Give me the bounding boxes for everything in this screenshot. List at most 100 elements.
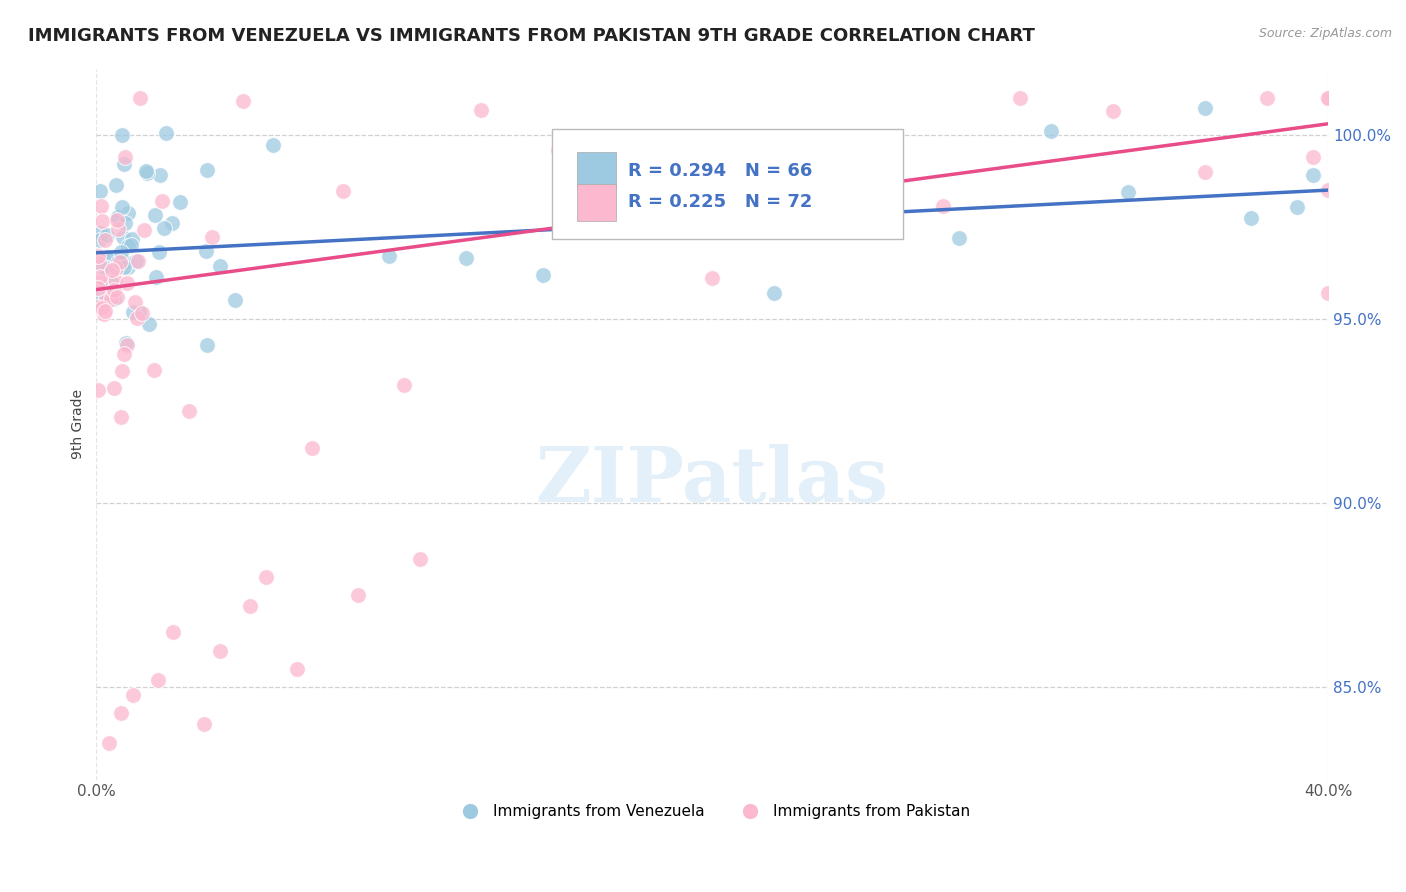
Point bbox=[149, 169, 172, 183]
Point bbox=[87, 256, 110, 270]
Point bbox=[127, 310, 149, 325]
Point bbox=[1194, 165, 1216, 179]
Point bbox=[112, 346, 135, 360]
Point bbox=[117, 260, 139, 274]
Point bbox=[115, 335, 138, 350]
Point bbox=[531, 268, 554, 282]
Legend: Immigrants from Venezuela, Immigrants from Pakistan: Immigrants from Venezuela, Immigrants fr… bbox=[449, 798, 976, 825]
Point bbox=[91, 214, 114, 228]
Point bbox=[1302, 150, 1324, 164]
Text: Source: ZipAtlas.com: Source: ZipAtlas.com bbox=[1258, 27, 1392, 40]
Point bbox=[127, 254, 149, 268]
Point bbox=[301, 441, 323, 455]
Point bbox=[208, 643, 231, 657]
Point bbox=[193, 717, 215, 731]
Point bbox=[107, 222, 129, 236]
Point bbox=[97, 736, 120, 750]
Point bbox=[332, 184, 354, 198]
Point bbox=[91, 301, 114, 315]
Point bbox=[1317, 183, 1340, 197]
Point bbox=[90, 199, 112, 213]
Point bbox=[136, 165, 159, 179]
Point bbox=[208, 259, 231, 273]
Point bbox=[239, 599, 262, 614]
Point bbox=[1101, 104, 1123, 119]
Point bbox=[89, 226, 111, 240]
Point bbox=[932, 199, 955, 213]
Point bbox=[100, 252, 122, 266]
Point bbox=[1194, 101, 1216, 115]
Point bbox=[409, 551, 432, 566]
Point bbox=[100, 276, 122, 290]
Point bbox=[112, 260, 135, 274]
Point bbox=[103, 381, 125, 395]
Point bbox=[87, 249, 110, 263]
Point bbox=[194, 244, 217, 258]
Point bbox=[148, 245, 170, 260]
Point bbox=[115, 337, 138, 351]
Point bbox=[107, 250, 129, 264]
Point bbox=[135, 164, 157, 178]
Point bbox=[143, 208, 166, 222]
Point bbox=[114, 150, 136, 164]
Point bbox=[1317, 91, 1340, 105]
Point bbox=[129, 91, 152, 105]
Point bbox=[1010, 91, 1032, 105]
Point bbox=[94, 304, 117, 318]
Point bbox=[108, 255, 131, 269]
Point bbox=[111, 363, 134, 377]
Point bbox=[89, 270, 111, 285]
Point bbox=[121, 232, 143, 246]
Point bbox=[609, 200, 631, 214]
Point bbox=[162, 625, 184, 640]
Point bbox=[103, 284, 125, 298]
Point bbox=[112, 156, 135, 170]
Point bbox=[195, 162, 218, 177]
Point bbox=[1302, 169, 1324, 183]
Text: IMMIGRANTS FROM VENEZUELA VS IMMIGRANTS FROM PAKISTAN 9TH GRADE CORRELATION CHAR: IMMIGRANTS FROM VENEZUELA VS IMMIGRANTS … bbox=[28, 27, 1035, 45]
Point bbox=[97, 260, 120, 275]
Point bbox=[177, 404, 200, 418]
Point bbox=[96, 250, 118, 264]
Point bbox=[110, 409, 132, 424]
Point bbox=[155, 126, 177, 140]
Point bbox=[394, 378, 416, 392]
Point bbox=[624, 221, 647, 235]
Point bbox=[470, 103, 492, 118]
Point bbox=[117, 239, 139, 253]
Point bbox=[150, 194, 173, 208]
Text: R = 0.225   N = 72: R = 0.225 N = 72 bbox=[628, 194, 813, 211]
Point bbox=[117, 276, 139, 290]
Point bbox=[224, 293, 246, 307]
Point bbox=[855, 212, 877, 227]
Point bbox=[89, 233, 111, 247]
Point bbox=[1240, 211, 1263, 225]
Point bbox=[128, 305, 150, 319]
Point bbox=[110, 245, 132, 260]
Point bbox=[285, 662, 308, 676]
Point bbox=[104, 273, 127, 287]
Point bbox=[153, 220, 176, 235]
Point bbox=[1317, 91, 1340, 105]
Point bbox=[145, 269, 167, 284]
Point bbox=[94, 280, 117, 294]
Point bbox=[201, 230, 224, 244]
Point bbox=[94, 233, 117, 247]
Point bbox=[146, 673, 169, 687]
Point bbox=[124, 295, 146, 310]
Point bbox=[101, 264, 124, 278]
Point bbox=[1256, 91, 1278, 105]
FancyBboxPatch shape bbox=[576, 184, 616, 220]
Point bbox=[87, 300, 110, 314]
Point bbox=[948, 231, 970, 245]
Point bbox=[547, 143, 569, 157]
Point bbox=[1040, 123, 1063, 137]
Point bbox=[347, 588, 370, 602]
Point bbox=[101, 262, 124, 277]
Y-axis label: 9th Grade: 9th Grade bbox=[72, 389, 86, 459]
Point bbox=[111, 200, 134, 214]
Point bbox=[262, 138, 284, 153]
Point bbox=[232, 94, 254, 108]
Point bbox=[454, 252, 477, 266]
Point bbox=[686, 194, 709, 209]
